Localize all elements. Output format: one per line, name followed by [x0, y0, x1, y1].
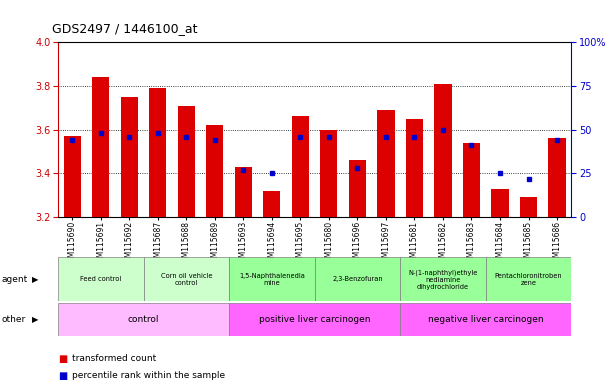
Bar [58, 257, 144, 301]
Bar [292, 116, 309, 217]
Bar [149, 88, 166, 217]
Text: ■: ■ [58, 354, 67, 364]
Bar [229, 303, 400, 336]
Bar [235, 167, 252, 217]
Bar [92, 77, 109, 217]
Bar [378, 110, 395, 217]
Text: ■: ■ [58, 371, 67, 381]
Text: other: other [2, 315, 26, 324]
Text: 1,5-Naphthalenedia
mine: 1,5-Naphthalenedia mine [239, 273, 305, 286]
Bar [64, 136, 81, 217]
Text: negative liver carcinogen: negative liver carcinogen [428, 315, 544, 324]
Bar [349, 160, 366, 217]
Text: transformed count: transformed count [72, 354, 156, 363]
Bar [434, 84, 452, 217]
Bar [400, 257, 486, 301]
Text: ▶: ▶ [32, 315, 38, 324]
Bar [320, 130, 337, 217]
Bar [121, 97, 138, 217]
Bar [315, 257, 400, 301]
Bar [520, 197, 537, 217]
Bar [400, 303, 571, 336]
Bar [58, 303, 229, 336]
Text: Pentachloronitroben
zene: Pentachloronitroben zene [495, 273, 562, 286]
Text: Feed control: Feed control [80, 276, 122, 282]
Bar [549, 138, 566, 217]
Text: Corn oil vehicle
control: Corn oil vehicle control [161, 273, 212, 286]
Bar [207, 125, 224, 217]
Bar [406, 119, 423, 217]
Text: ▶: ▶ [32, 275, 38, 284]
Bar [144, 257, 229, 301]
Bar [229, 257, 315, 301]
Bar [486, 257, 571, 301]
Text: control: control [128, 315, 159, 324]
Text: percentile rank within the sample: percentile rank within the sample [72, 371, 225, 380]
Bar [263, 191, 280, 217]
Text: positive liver carcinogen: positive liver carcinogen [259, 315, 370, 324]
Text: N-(1-naphthyl)ethyle
nediamine
dihydrochloride: N-(1-naphthyl)ethyle nediamine dihydroch… [408, 269, 478, 290]
Bar [463, 143, 480, 217]
Bar [178, 106, 195, 217]
Text: 2,3-Benzofuran: 2,3-Benzofuran [332, 276, 382, 282]
Text: GDS2497 / 1446100_at: GDS2497 / 1446100_at [52, 22, 197, 35]
Bar [491, 189, 508, 217]
Text: agent: agent [2, 275, 28, 284]
